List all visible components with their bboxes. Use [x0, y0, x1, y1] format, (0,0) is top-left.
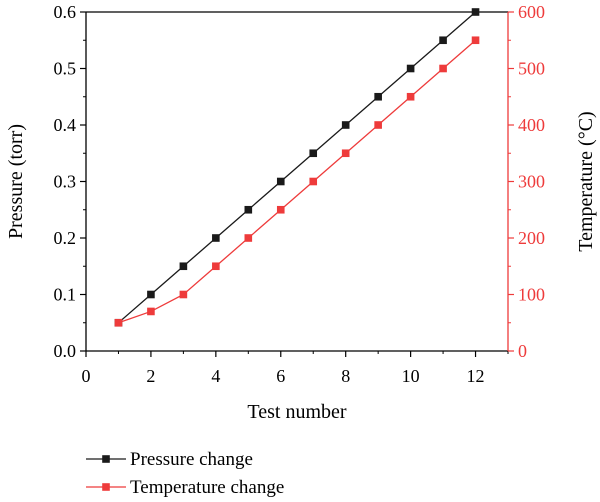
data-point-marker — [439, 36, 447, 45]
legend-item: Temperature change — [86, 477, 284, 498]
x-tick-label: 4 — [211, 366, 220, 386]
y-right-tick-label: 0 — [518, 341, 527, 361]
data-point-marker — [341, 121, 350, 129]
data-point-marker — [406, 64, 415, 73]
y-left-tick-label: 0.1 — [54, 285, 77, 305]
data-point-marker — [309, 177, 318, 186]
y-left-tick-label: 0.0 — [54, 341, 77, 361]
y-right-tick-label: 500 — [518, 59, 545, 79]
data-point-marker — [309, 149, 318, 158]
data-point-marker — [147, 290, 155, 299]
data-point-marker — [374, 121, 382, 129]
y-left-tick-label: 0.3 — [54, 172, 77, 192]
data-point-marker — [276, 205, 285, 214]
y-right-axis-title: Temperature (°C) — [575, 111, 597, 251]
legend-label: Pressure change — [130, 449, 253, 470]
x-tick-label: 0 — [82, 366, 91, 386]
data-point-marker — [179, 262, 188, 271]
legend-marker — [102, 483, 110, 491]
x-tick-label: 6 — [276, 366, 285, 386]
data-point-marker — [114, 318, 123, 327]
x-tick-label: 10 — [402, 366, 420, 386]
series-pressure — [114, 8, 480, 327]
y-right-tick-label: 600 — [518, 2, 545, 22]
axes: 0 2 4 6 8 10 12 0.0 0.1 0.2 0.3 0.4 0.5 0.6 0 100 200 300… — [5, 2, 597, 423]
series-layer — [114, 8, 480, 327]
y-right-tick-label: 300 — [518, 172, 545, 192]
legend-marker — [102, 455, 110, 463]
x-axis-title: Test number — [247, 401, 346, 423]
data-point-marker — [212, 262, 220, 271]
y-left-tick-label: 0.6 — [54, 2, 77, 22]
y-right-tick-label: 400 — [518, 115, 545, 135]
data-point-marker — [406, 92, 415, 101]
data-point-marker — [471, 8, 480, 16]
y-left-axis-title: Pressure (torr) — [5, 124, 27, 239]
series-line — [118, 11, 476, 324]
data-point-marker — [147, 307, 155, 316]
legend: Pressure change Temperature change — [86, 449, 284, 498]
data-point-marker — [212, 234, 220, 242]
data-point-marker — [341, 149, 350, 158]
x-tick-label: 8 — [341, 366, 350, 386]
data-point-marker — [244, 205, 253, 214]
y-right-tick-label: 100 — [518, 285, 545, 305]
legend-item: Pressure change — [86, 449, 253, 470]
data-point-marker — [244, 234, 253, 242]
x-tick-label: 2 — [146, 366, 155, 386]
x-tick-label: 12 — [467, 366, 485, 386]
legend-label: Temperature change — [130, 477, 284, 498]
data-point-marker — [276, 177, 285, 186]
data-point-marker — [439, 64, 447, 73]
y-right-tick-label: 200 — [518, 228, 545, 248]
series-temperature — [114, 36, 480, 327]
y-left-tick-label: 0.2 — [54, 228, 77, 248]
y-left-tick-label: 0.5 — [54, 59, 77, 79]
y-left-tick-label: 0.4 — [54, 115, 77, 135]
series-line — [118, 39, 476, 324]
data-point-marker — [374, 92, 382, 101]
data-point-marker — [471, 36, 480, 45]
data-point-marker — [179, 290, 188, 299]
